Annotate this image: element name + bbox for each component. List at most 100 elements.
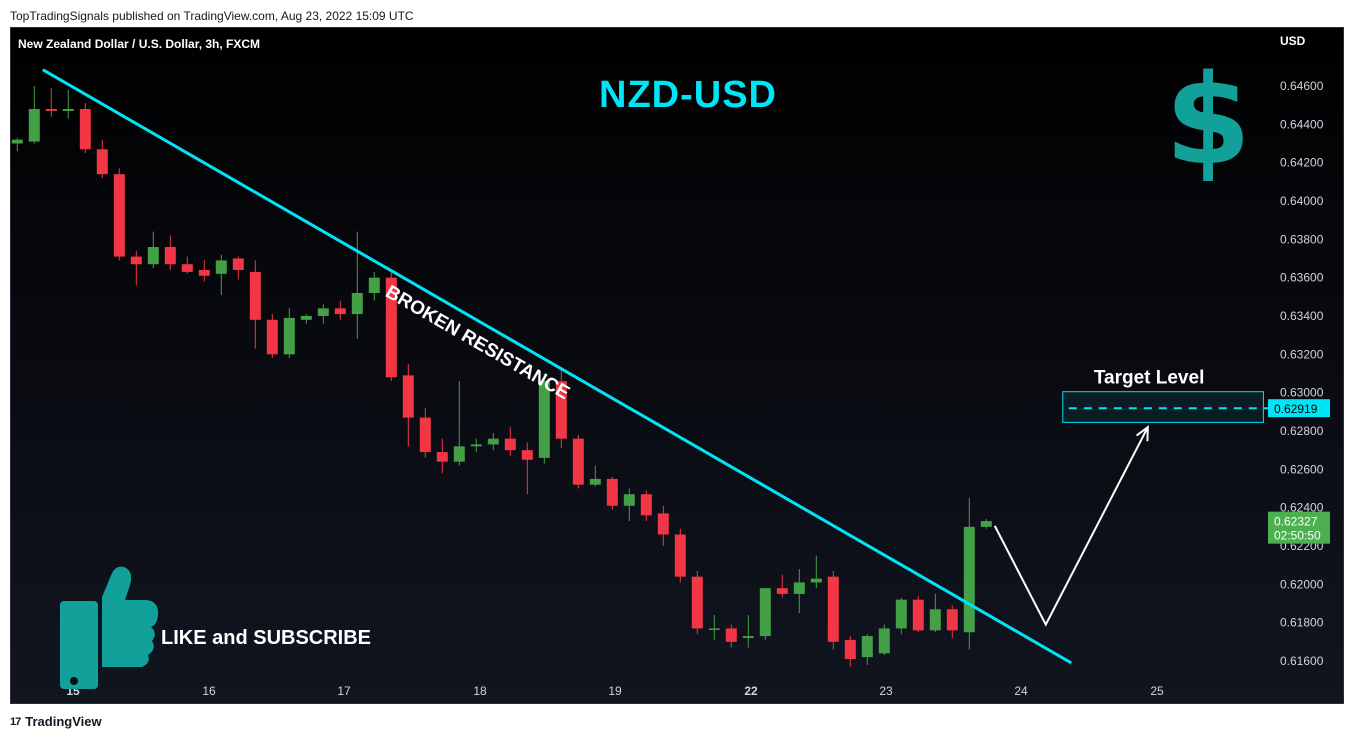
- candle-body: [946, 609, 958, 631]
- candlestick-chart[interactable]: BROKEN RESISTANCE Target Level 0.646000.6…: [10, 27, 1344, 704]
- last-price-tag: [1268, 511, 1330, 544]
- overlays-group: BROKEN RESISTANCE Target Level: [42, 68, 1274, 665]
- candle-body: [470, 444, 482, 447]
- candle-body: [164, 247, 176, 265]
- candle-body: [572, 438, 584, 485]
- time-tick-label: 22: [744, 684, 758, 698]
- price-tick-label: 0.64000: [1280, 194, 1324, 208]
- time-tick-label: 18: [473, 684, 487, 698]
- price-tick-label: 0.62400: [1280, 501, 1324, 515]
- time-tick-label: 25: [1150, 684, 1164, 698]
- price-axis: 0.64600 0.64400 0.64200 0.64000 0.63800 0.636…: [1268, 34, 1330, 668]
- candle-body: [776, 588, 788, 594]
- projection-path: [993, 426, 1149, 627]
- candle-body: [385, 277, 397, 378]
- price-tick-label: 0.62600: [1280, 462, 1324, 476]
- thumbs-up-hand: [102, 566, 159, 667]
- candle-body: [45, 109, 57, 111]
- candle-body: [62, 109, 74, 111]
- candle-body: [878, 628, 890, 654]
- candle-body: [436, 452, 448, 462]
- candle-body: [11, 139, 23, 144]
- candle-body: [657, 513, 669, 535]
- price-tick-label: 0.63400: [1280, 309, 1324, 323]
- candle-body: [419, 417, 431, 453]
- price-tick-label: 0.62000: [1280, 577, 1324, 591]
- symbol-title: New Zealand Dollar / U.S. Dollar, 3h, FX…: [18, 37, 260, 51]
- candle-body: [283, 317, 295, 355]
- candle-body: [793, 582, 805, 594]
- candle-body: [912, 599, 924, 631]
- candle-body: [827, 576, 839, 642]
- candle-body: [589, 478, 601, 485]
- time-tick-label: 16: [202, 684, 216, 698]
- candle-body: [980, 521, 992, 527]
- candle-body: [266, 319, 278, 355]
- projection-arrowhead: [1136, 425, 1149, 442]
- time-tick-label: 17: [337, 684, 351, 698]
- candle-body: [215, 260, 227, 274]
- time-tick-label: 23: [879, 684, 893, 698]
- candle-body: [708, 628, 720, 630]
- candle-body: [300, 316, 312, 320]
- price-tick-label: 0.62800: [1280, 424, 1324, 438]
- price-tick-label: 0.63600: [1280, 271, 1324, 285]
- labels-group: New Zealand Dollar / U.S. Dollar, 3h, FX…: [18, 37, 1251, 689]
- candle-body: [504, 438, 516, 451]
- chart-frame: [10, 27, 1344, 704]
- candle-body: [640, 494, 652, 516]
- candle-body: [28, 109, 40, 142]
- price-tick-label: 0.63200: [1280, 347, 1324, 361]
- candle-body: [147, 247, 159, 265]
- candle-body: [79, 109, 91, 150]
- candle-body: [232, 258, 244, 270]
- price-tick-label: 0.64200: [1280, 156, 1324, 170]
- candle-body: [725, 628, 737, 642]
- price-tick-label: 0.61800: [1280, 616, 1324, 630]
- target-price-tag-text: 0.62919: [1274, 402, 1318, 416]
- last-price-tag-text: 0.62327: [1274, 515, 1318, 529]
- candle-body: [351, 293, 363, 315]
- thumbs-up-cuff: [60, 601, 98, 689]
- candle-body: [453, 446, 465, 462]
- candles-group: [11, 86, 992, 667]
- candle-body: [555, 381, 567, 439]
- currency-label: USD: [1280, 34, 1306, 48]
- thumbs-up-icon: [60, 566, 159, 689]
- time-tick-label: 19: [608, 684, 622, 698]
- published-caption: TopTradingSignals published on TradingVi…: [10, 9, 414, 23]
- candle-body: [538, 381, 550, 458]
- candle-body: [334, 308, 346, 315]
- candle-body: [96, 149, 108, 175]
- tradingview-logo-icon: 17: [10, 715, 21, 728]
- candle-body: [844, 639, 856, 660]
- candle-body: [606, 478, 618, 506]
- candle-body: [130, 256, 142, 265]
- target-level-label: Target Level: [1094, 368, 1205, 389]
- candle-body: [368, 277, 380, 293]
- countdown-text: 02:50:50: [1274, 529, 1321, 543]
- candle-body: [674, 534, 686, 577]
- candle-body: [317, 308, 329, 316]
- tradingview-footer[interactable]: 17 TradingView: [10, 714, 102, 729]
- price-tick-label: 0.63800: [1280, 232, 1324, 246]
- dollar-sign-icon: $: [1165, 49, 1251, 193]
- candle-body: [963, 526, 975, 633]
- candle-body: [198, 270, 210, 276]
- candle-body: [810, 578, 822, 583]
- candle-body: [487, 438, 499, 445]
- candle-body: [181, 264, 193, 272]
- target-price-tag: [1268, 399, 1330, 418]
- candle-body: [623, 494, 635, 506]
- footer-brand: TradingView: [25, 714, 102, 729]
- time-tick-label: 24: [1014, 684, 1028, 698]
- resistance-trendline: [42, 68, 1073, 665]
- price-tick-label: 0.64400: [1280, 117, 1324, 131]
- time-axis: 15 16 17 18 19 22 23 24 25: [66, 684, 1164, 698]
- headline-title: NZD-USD: [599, 74, 777, 116]
- price-tick-label: 0.63000: [1280, 386, 1324, 400]
- candle-body: [402, 375, 414, 418]
- price-tick-label: 0.64600: [1280, 79, 1324, 93]
- candle-body: [861, 636, 873, 658]
- candle-body: [759, 588, 771, 637]
